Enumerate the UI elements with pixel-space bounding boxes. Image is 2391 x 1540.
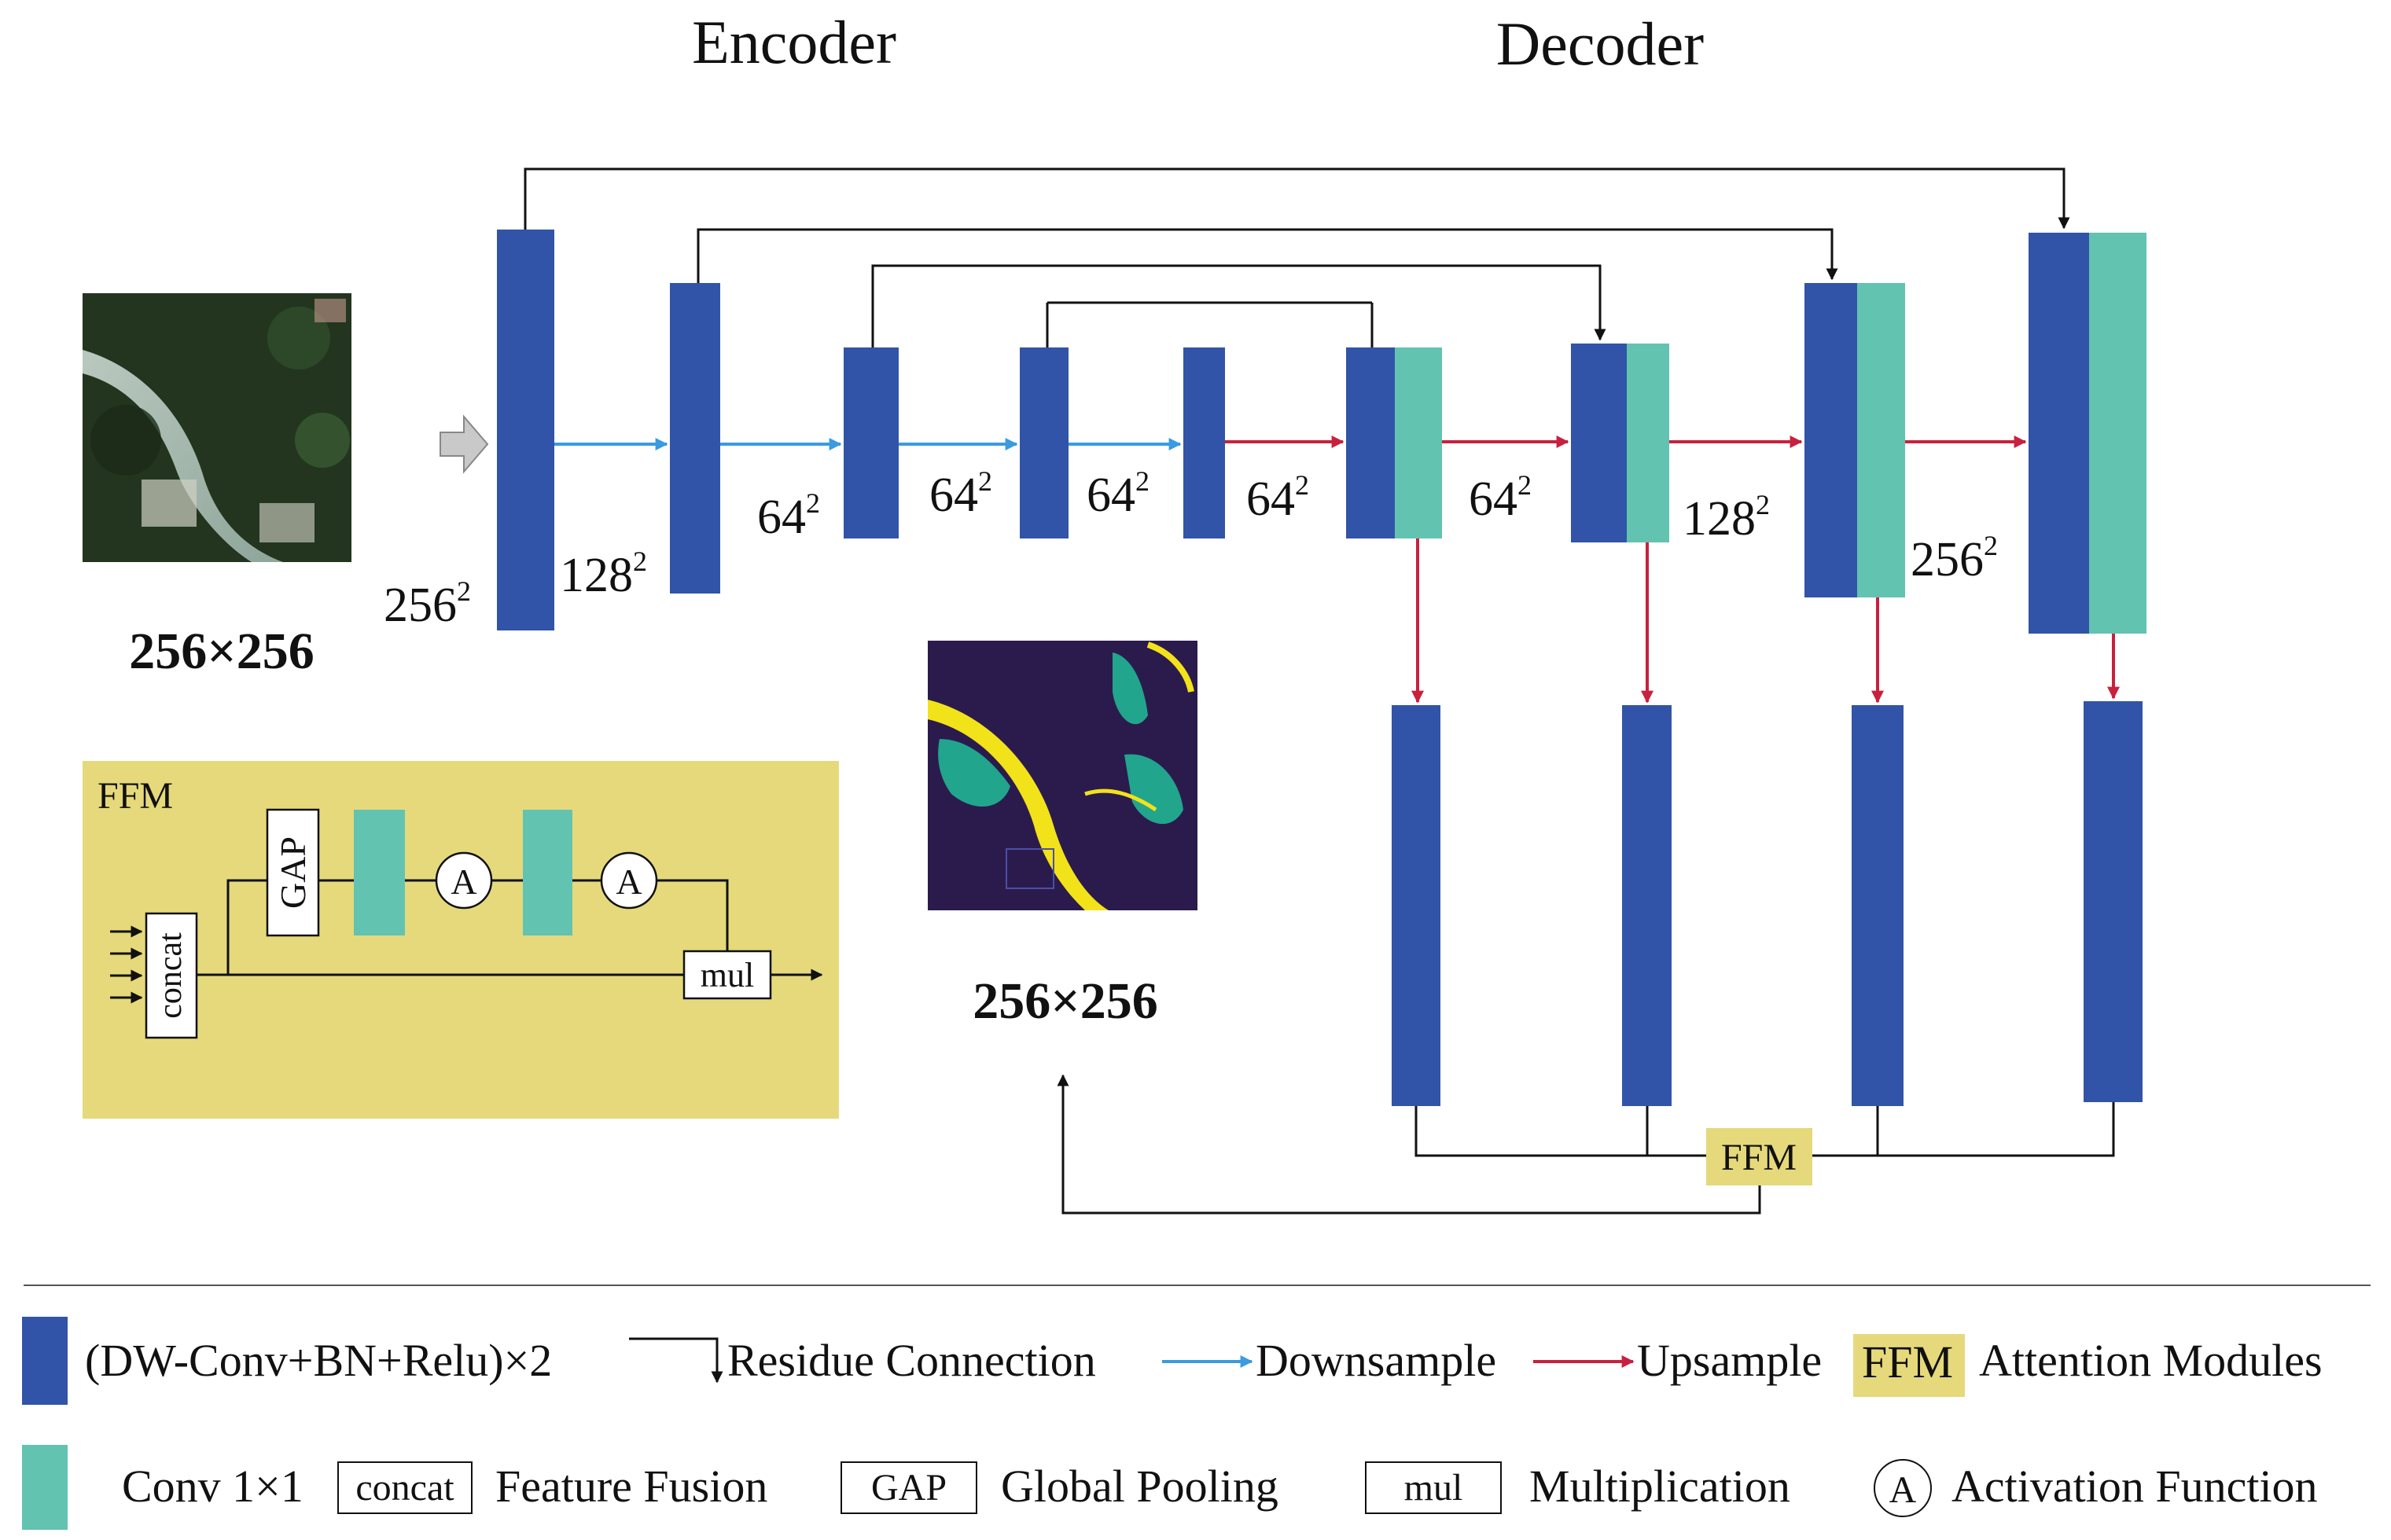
- ffm-node: [1706, 1128, 1812, 1185]
- side-output-block-3: [1852, 705, 1904, 1106]
- side-output-block-2: [1622, 705, 1672, 1106]
- ffm-node-label: FFM: [1721, 1137, 1797, 1178]
- legend-multiplication-label: Multiplication: [1529, 1461, 1790, 1512]
- legend-activation-icon: [1874, 1459, 1932, 1517]
- legend-ffm-box-label: FFM: [1862, 1336, 1953, 1387]
- side-output-block-1: [1392, 705, 1440, 1106]
- decoder-block-2-conv1x1: [1627, 344, 1669, 542]
- ffm-inset-background: [83, 761, 839, 1119]
- legend-gap-box-label: GAP: [871, 1467, 947, 1509]
- ffm-mul-box: [682, 950, 772, 1000]
- size-label-enc5: 642: [1087, 465, 1150, 522]
- size-label-enc3: 642: [757, 487, 820, 544]
- legend-mul-box: [1365, 1461, 1502, 1514]
- ffm-activation-2: [600, 851, 658, 910]
- legend-concat-box-label: concat: [355, 1467, 454, 1509]
- legend-conv-block-swatch: [22, 1317, 68, 1405]
- ffm-inset: FFM concat GAP A A mul: [83, 761, 839, 1119]
- ffm-activation-1-label: A: [451, 862, 476, 902]
- decoder-block-2: [1571, 344, 1627, 542]
- size-label-dec1: 642: [1246, 469, 1309, 526]
- encoder-block-1: [497, 230, 554, 630]
- decoder-block-3-conv1x1: [1857, 283, 1905, 597]
- encoder-heading: Encoder: [692, 8, 896, 76]
- decoder-heading: Decoder: [1496, 9, 1704, 78]
- legend-ffm-swatch: [1853, 1334, 1965, 1397]
- legend-gap-box: [841, 1461, 977, 1514]
- encoder-block-4: [1020, 347, 1069, 538]
- legend-mul-box-label: mul: [1404, 1467, 1463, 1509]
- upsample-arrows: [1225, 436, 2120, 704]
- legend-row-1: (DW-Conv+BN+Relu)×2 Residue Connection D…: [22, 1317, 2323, 1405]
- ffm-conv1x1-1: [354, 810, 405, 935]
- decoder-block-1: [1346, 347, 1395, 538]
- legend-conv1x1-label: Conv 1×1: [122, 1461, 303, 1512]
- legend-residue-label: Residue Connection: [727, 1335, 1096, 1386]
- ffm-concat-label: concat: [153, 932, 189, 1019]
- size-label-enc4: 642: [929, 465, 992, 522]
- decoder-block-1-conv1x1: [1395, 347, 1442, 538]
- ffm-conv1x1-2: [523, 810, 572, 935]
- legend-upsample-label: Upsample: [1637, 1335, 1822, 1386]
- ffm-activation-1: [435, 851, 493, 910]
- residue-connection-3: [871, 264, 1606, 347]
- size-label-dec4: 2562: [1911, 530, 1998, 586]
- input-satellite-image: [83, 293, 351, 562]
- side-output-block-4: [2084, 701, 2143, 1102]
- decoder-block-4-conv1x1: [2089, 233, 2146, 634]
- legend-residue-arrow-icon: [629, 1337, 723, 1384]
- encoder-block-2: [670, 283, 720, 594]
- encoder-block-3: [844, 347, 899, 538]
- ffm-inset-title: FFM: [97, 775, 173, 817]
- legend-conv-block-label: (DW-Conv+BN+Relu)×2: [85, 1335, 552, 1386]
- ffm-gap-label: GAP: [273, 836, 313, 909]
- size-label-enc1: 2562: [384, 575, 471, 632]
- size-label-enc2: 1282: [560, 546, 647, 602]
- legend-concat-box: [337, 1461, 473, 1514]
- residue-connection-1: [524, 167, 2070, 230]
- residue-connection-2: [697, 228, 1838, 283]
- output-segmentation-map: [928, 641, 1197, 910]
- legend-row-2: Conv 1×1 concat Feature Fusion GAP Globa…: [22, 1445, 2318, 1530]
- input-image-size: 256×256: [129, 623, 315, 680]
- legend-activation-label: Activation Function: [1951, 1461, 2318, 1512]
- decoder-block-4: [2029, 233, 2089, 634]
- legend-fusion-label: Feature Fusion: [495, 1461, 767, 1512]
- legend-pooling-label: Global Pooling: [1001, 1461, 1278, 1512]
- decoder-block-3: [1804, 283, 1857, 597]
- ffm-activation-2-label: A: [616, 862, 642, 902]
- ffm-gap-box: [266, 808, 320, 937]
- ffm-concat-box: [145, 912, 198, 1039]
- legend-downsample-label: Downsample: [1256, 1335, 1496, 1386]
- legend-attention-label: Attention Modules: [1979, 1335, 2323, 1386]
- legend-conv1x1-swatch: [22, 1445, 68, 1530]
- ffm-mul-label: mul: [701, 956, 754, 994]
- size-label-dec3: 1282: [1683, 489, 1770, 546]
- legend-activation-symbol: A: [1889, 1469, 1917, 1511]
- input-arrow-icon: [440, 414, 489, 474]
- residue-connections: [524, 167, 2070, 347]
- size-label-dec2: 642: [1469, 469, 1532, 526]
- encoder-block-5: [1183, 347, 1225, 538]
- ffm-connectors: [1057, 1074, 2115, 1215]
- output-image-size: 256×256: [973, 972, 1158, 1030]
